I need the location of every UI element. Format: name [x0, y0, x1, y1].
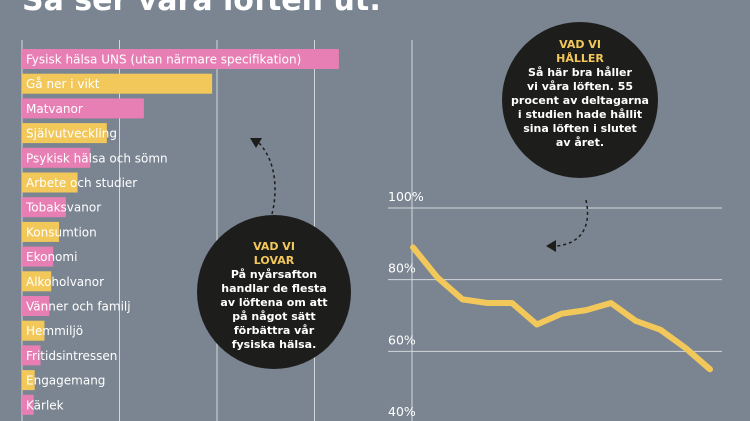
bar	[22, 370, 35, 391]
y-tick-label: 40%	[388, 404, 416, 419]
bar	[22, 246, 54, 267]
promise-bubble-line-2: handlar de flesta	[221, 282, 326, 295]
bar-category-label: Fritidsintressen	[26, 349, 117, 363]
kept-bubble-circle	[502, 22, 658, 178]
bar	[22, 271, 52, 292]
bar	[22, 296, 50, 316]
bar-category-label: Vänner och familj	[26, 300, 131, 314]
bar	[22, 147, 91, 168]
promise-bubble-line-1: På nyårsafton	[231, 268, 317, 281]
y-tick-label: 80%	[388, 261, 416, 276]
y-tick-label: 100%	[388, 189, 424, 204]
promise-bubble-line-6: fysiska hälsa.	[232, 338, 317, 351]
y-tick-label: 60%	[388, 332, 416, 347]
promise-bubble-line-5: förbättra vår	[234, 324, 315, 337]
page-title: Så ser våra löften ut:	[22, 0, 381, 18]
bar-category-label: Engagemang	[26, 374, 105, 388]
kept-bubble-heading-1: VAD VI	[559, 38, 601, 51]
bar	[22, 197, 66, 218]
kept-bubble-line-5: sina löften i slutet	[523, 122, 637, 135]
promise-bubble-arrowhead	[250, 138, 262, 148]
kept-bubble-arrowhead	[546, 240, 556, 252]
bar-category-label: Konsumtion	[26, 225, 97, 239]
bar	[22, 98, 144, 119]
bar-category-label: Tobaksvanor	[25, 201, 101, 215]
kept-bubble-line-4: i studien hade hållit	[518, 108, 642, 121]
bar-chart-labels: Fysisk hälsa UNS (utan närmare specifika…	[25, 53, 301, 413]
bar	[22, 394, 34, 415]
bar-category-label: Kärlek	[26, 398, 64, 412]
bar-category-label: Alkoholvanor	[26, 275, 104, 289]
promise-bubble-arrow	[257, 141, 276, 215]
kept-bubble-heading-2: HÅLLER	[556, 52, 604, 65]
bar	[22, 221, 60, 242]
bar	[22, 320, 45, 341]
bar-category-label: Självutveckling	[26, 127, 117, 141]
bar-category-label: Fysisk hälsa UNS (utan närmare specifika…	[26, 53, 301, 67]
kept-promises-line	[410, 244, 713, 373]
kept-bubble-line-3: procent av deltagarna	[511, 94, 649, 107]
promises-bar-chart: Fysisk hälsa UNS (utan närmare specifika…	[21, 40, 413, 421]
bar-category-label: Gå ner i vikt	[26, 77, 100, 91]
promise-bubble: VAD VI LOVAR På nyårsafton handlar de fl…	[197, 215, 351, 369]
kept-bubble-line-2: vi våra löften. 55	[527, 80, 633, 93]
bar-category-label: Hemmiljö	[26, 324, 83, 338]
line-chart-tick-labels: 40% 60% 80% 100%	[388, 189, 424, 419]
promise-bubble-heading-2: LOVAR	[254, 254, 295, 267]
promise-bubble-heading-1: VAD VI	[253, 240, 295, 253]
kept-bubble: VAD VI HÅLLER Så här bra håller vi våra …	[502, 22, 658, 178]
bar-category-label: Arbete och studier	[26, 176, 137, 190]
kept-bubble-line-1: Så här bra håller	[528, 66, 632, 79]
bar	[22, 172, 78, 193]
promise-bubble-line-4: på något sätt	[232, 310, 315, 323]
kept-bubble-arrow	[555, 199, 589, 247]
bar	[22, 73, 213, 94]
bar	[22, 345, 41, 366]
bar-category-label: Psykisk hälsa och sömn	[26, 151, 168, 165]
bar-chart-bars	[22, 49, 339, 415]
kept-bubble-line-6: av året.	[556, 136, 604, 149]
promise-bubble-circle	[197, 215, 351, 369]
bar	[22, 49, 339, 69]
promise-bubble-line-3: av löftena om att	[220, 296, 327, 309]
bar	[22, 123, 107, 144]
bar-category-label: Ekonomi	[26, 250, 77, 264]
bar-category-label: Matvanor	[26, 102, 83, 116]
kept-promises-line-chart: 40% 60% 80% 100%	[388, 189, 722, 419]
